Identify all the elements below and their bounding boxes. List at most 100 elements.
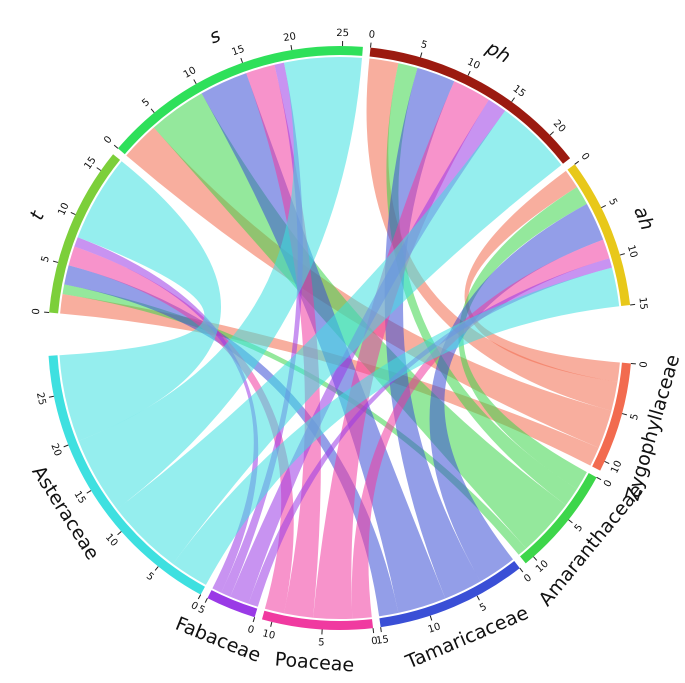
chord — [60, 294, 599, 466]
tick-mark — [533, 556, 538, 561]
tick-mark — [380, 627, 382, 633]
tick-mark — [370, 42, 372, 48]
tick-label: 10 — [56, 201, 71, 217]
tick-label: 0 — [602, 478, 615, 489]
tick-label: 15 — [511, 83, 528, 99]
sector-arc — [49, 154, 121, 314]
sector-label: t — [26, 207, 50, 224]
tick-mark — [549, 131, 554, 136]
tick-mark — [48, 395, 54, 398]
chord — [117, 110, 562, 564]
tick-mark — [193, 79, 197, 85]
sector-label: ph — [482, 36, 515, 67]
tick-label: 15 — [375, 634, 389, 647]
chord — [230, 99, 506, 604]
tick-label: 0 — [368, 29, 375, 41]
tick-mark — [113, 144, 119, 149]
chord — [458, 187, 587, 489]
tick-label: 10 — [182, 65, 199, 81]
tick-mark — [619, 253, 625, 256]
tick-label: 15 — [636, 297, 648, 311]
sector-arc — [379, 561, 520, 628]
tick-mark — [290, 44, 293, 51]
tick-mark — [96, 167, 102, 171]
tick-mark — [70, 212, 76, 216]
tick-mark — [604, 460, 610, 464]
tick-label: 0 — [522, 572, 534, 585]
tick-label: 5 — [629, 413, 641, 422]
tick-mark — [467, 70, 471, 76]
tick-mark — [150, 108, 155, 114]
tick-mark — [52, 260, 59, 263]
chord — [246, 64, 321, 618]
tick-mark — [204, 597, 208, 603]
tick-label: 5 — [606, 197, 619, 208]
sector-arc — [567, 164, 631, 306]
tick-label: 15 — [82, 155, 98, 172]
tick-label: 10 — [261, 628, 276, 642]
sector-arc — [207, 590, 258, 618]
tick-label: 0 — [31, 308, 43, 315]
chord — [386, 63, 577, 506]
chord — [429, 203, 604, 582]
tick-label: 0 — [246, 624, 255, 636]
tick-mark — [270, 621, 273, 627]
tick-label: 5 — [144, 571, 156, 584]
sector-arc — [369, 47, 571, 164]
chord — [366, 58, 618, 411]
tick-mark — [568, 519, 573, 524]
sector-label: s — [206, 24, 224, 48]
tick-label: 5 — [478, 601, 489, 614]
chord — [126, 127, 612, 448]
sector-label: Fabaceae — [172, 613, 264, 667]
chord — [59, 161, 222, 441]
tick-mark — [519, 567, 524, 573]
tick-mark — [197, 594, 202, 600]
tick-label: 10 — [465, 57, 481, 72]
tick-label: 25 — [336, 28, 349, 39]
sector-arc — [520, 473, 597, 564]
tick-mark — [240, 57, 243, 63]
tick-mark — [476, 595, 480, 601]
tick-label: 5 — [573, 522, 586, 534]
tick-mark — [252, 617, 256, 623]
tick-label: 10 — [534, 558, 551, 575]
tick-label: 20 — [283, 31, 297, 44]
tick-mark — [86, 490, 92, 494]
tick-label: 0 — [639, 361, 651, 368]
tick-label: 10 — [103, 532, 120, 549]
tick-mark — [596, 476, 602, 481]
tick-mark — [511, 97, 515, 103]
tick-mark — [621, 413, 628, 416]
tick-label: 5 — [419, 39, 428, 51]
tick-label: 5 — [140, 97, 152, 110]
tick-label: 15 — [231, 44, 247, 59]
tick-mark — [372, 628, 375, 634]
sector-arc — [261, 610, 374, 630]
tick-label: 5 — [40, 255, 52, 264]
tick-mark — [601, 205, 607, 209]
tick-label: 0 — [189, 600, 200, 613]
tick-label: 25 — [34, 392, 47, 407]
tick-label: 0 — [371, 636, 379, 648]
tick-label: 0 — [578, 151, 591, 163]
chord — [313, 81, 489, 619]
tick-mark — [117, 531, 122, 536]
chord — [172, 267, 620, 585]
tick-label: 0 — [102, 134, 115, 146]
tick-mark — [63, 444, 69, 448]
tick-label: 5 — [318, 637, 325, 648]
sector-arc — [592, 362, 631, 471]
sector-label: Poaceae — [274, 648, 355, 676]
sector-arc — [117, 46, 363, 155]
tick-mark — [154, 566, 159, 571]
tick-label: 15 — [72, 489, 88, 506]
tick-label: 10 — [609, 459, 624, 475]
tick-mark — [420, 52, 423, 58]
tick-label: 10 — [625, 244, 639, 259]
tick-label: 20 — [48, 442, 63, 458]
ribbons — [59, 57, 620, 619]
sector-label: ah — [629, 203, 658, 233]
tick-label: 10 — [427, 621, 443, 635]
